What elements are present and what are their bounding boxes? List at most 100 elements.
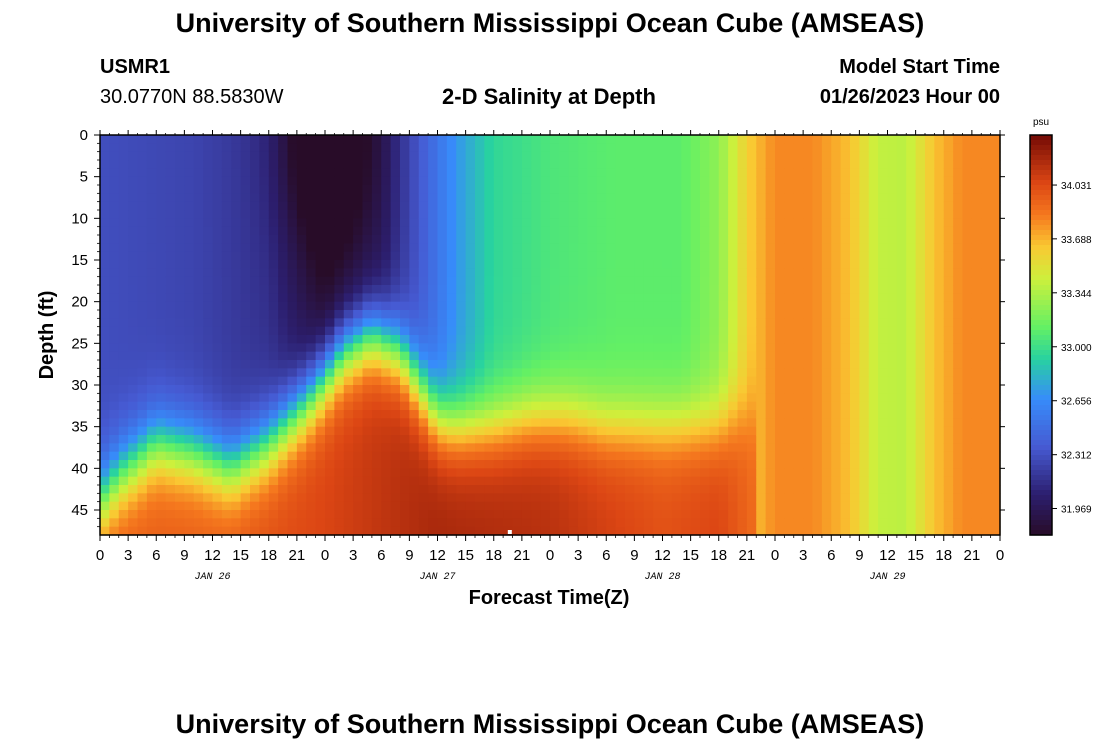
heatmap-cell	[456, 426, 467, 436]
heatmap-cell	[981, 443, 992, 453]
heatmap-cell	[465, 310, 476, 319]
heatmap-cell	[915, 176, 926, 186]
heatmap-cell	[456, 451, 467, 461]
heatmap-cell	[203, 343, 214, 353]
heatmap-cell	[990, 185, 1001, 194]
heatmap-cell	[587, 260, 598, 269]
heatmap-cell	[625, 368, 635, 378]
heatmap-cell	[221, 468, 232, 478]
heatmap-cell	[953, 526, 964, 536]
heatmap-cell	[578, 426, 589, 436]
heatmap-cell	[971, 376, 982, 386]
heatmap-cell	[100, 176, 110, 186]
heatmap-cell	[287, 335, 298, 344]
heatmap-cell	[259, 410, 270, 419]
heatmap-cell	[803, 318, 814, 328]
heatmap-cell	[221, 493, 232, 503]
heatmap-cell	[971, 168, 982, 178]
heatmap-cell	[821, 143, 832, 153]
heatmap-cell	[118, 243, 129, 253]
heatmap-cell	[437, 160, 448, 169]
heatmap-cell	[718, 285, 729, 294]
heatmap-cell	[981, 226, 992, 236]
heatmap-cell	[259, 376, 270, 386]
heatmap-cell	[306, 401, 317, 411]
heatmap-cell	[184, 468, 195, 478]
heatmap-cell	[428, 351, 439, 361]
heatmap-cell	[418, 360, 429, 369]
heatmap-cell	[634, 485, 645, 494]
heatmap-cell	[184, 293, 195, 303]
heatmap-cell	[765, 335, 776, 344]
heatmap-cell	[268, 326, 279, 336]
heatmap-cell	[353, 493, 364, 503]
heatmap-cell	[484, 168, 495, 178]
heatmap-cell	[850, 485, 860, 494]
heatmap-cell	[953, 351, 964, 361]
heatmap-cell	[475, 310, 485, 319]
heatmap-cell	[446, 385, 457, 394]
heatmap-cell	[165, 318, 176, 328]
heatmap-cell	[193, 476, 204, 486]
heatmap-cell	[353, 426, 364, 436]
heatmap-cell	[165, 376, 176, 386]
heatmap-cell	[812, 368, 823, 378]
heatmap-cell	[390, 268, 401, 278]
heatmap-cell	[606, 493, 617, 503]
heatmap-cell	[990, 426, 1001, 436]
heatmap-cell	[221, 385, 232, 394]
heatmap-cell	[990, 393, 1001, 403]
heatmap-cell	[850, 276, 860, 286]
heatmap-cell	[371, 493, 382, 503]
heatmap-cell	[156, 168, 167, 178]
heatmap-cell	[606, 210, 617, 219]
heatmap-cell	[540, 510, 551, 519]
heatmap-cell	[756, 210, 767, 219]
heatmap-cell	[259, 401, 270, 411]
heatmap-cell	[831, 518, 842, 528]
heatmap-cell	[653, 235, 664, 244]
heatmap-cell	[175, 151, 185, 161]
heatmap-cell	[503, 518, 514, 528]
heatmap-cell	[878, 201, 889, 211]
heatmap-cell	[625, 435, 635, 444]
heatmap-cell	[456, 201, 467, 211]
heatmap-cell	[456, 268, 467, 278]
heatmap-cell	[193, 493, 204, 503]
heatmap-cell	[512, 143, 523, 153]
heatmap-cell	[587, 410, 598, 419]
heatmap-cell	[390, 226, 401, 236]
heatmap-cell	[971, 318, 982, 328]
heatmap-cell	[353, 401, 364, 411]
heatmap-cell	[400, 301, 410, 311]
heatmap-cell	[681, 385, 692, 394]
heatmap-cell	[625, 176, 635, 186]
heatmap-cell	[259, 218, 270, 228]
heatmap-cell	[784, 435, 795, 444]
heatmap-cell	[456, 460, 467, 469]
colorbar-segment	[1030, 475, 1052, 481]
heatmap-cell	[165, 468, 176, 478]
heatmap-cell	[278, 285, 289, 294]
heatmap-cell	[793, 493, 804, 503]
heatmap-cell	[653, 501, 664, 511]
heatmap-cell	[962, 210, 973, 219]
heatmap-cell	[100, 285, 110, 294]
y-tick-label: 25	[71, 335, 88, 352]
heatmap-cell	[465, 218, 476, 228]
heatmap-cell	[812, 168, 823, 178]
heatmap-cell	[953, 493, 964, 503]
heatmap-cell	[315, 276, 326, 286]
heatmap-cell	[484, 518, 495, 528]
heatmap-cell	[203, 243, 214, 253]
heatmap-cell	[587, 326, 598, 336]
colorbar-segment	[1030, 345, 1052, 351]
heatmap-cell	[859, 268, 870, 278]
heatmap-cell	[493, 351, 504, 361]
heatmap-cell	[203, 501, 214, 511]
heatmap-cell	[784, 226, 795, 236]
heatmap-cell	[109, 310, 120, 319]
heatmap-cell	[540, 243, 551, 253]
heatmap-cell	[493, 210, 504, 219]
heatmap-cell	[850, 510, 860, 519]
